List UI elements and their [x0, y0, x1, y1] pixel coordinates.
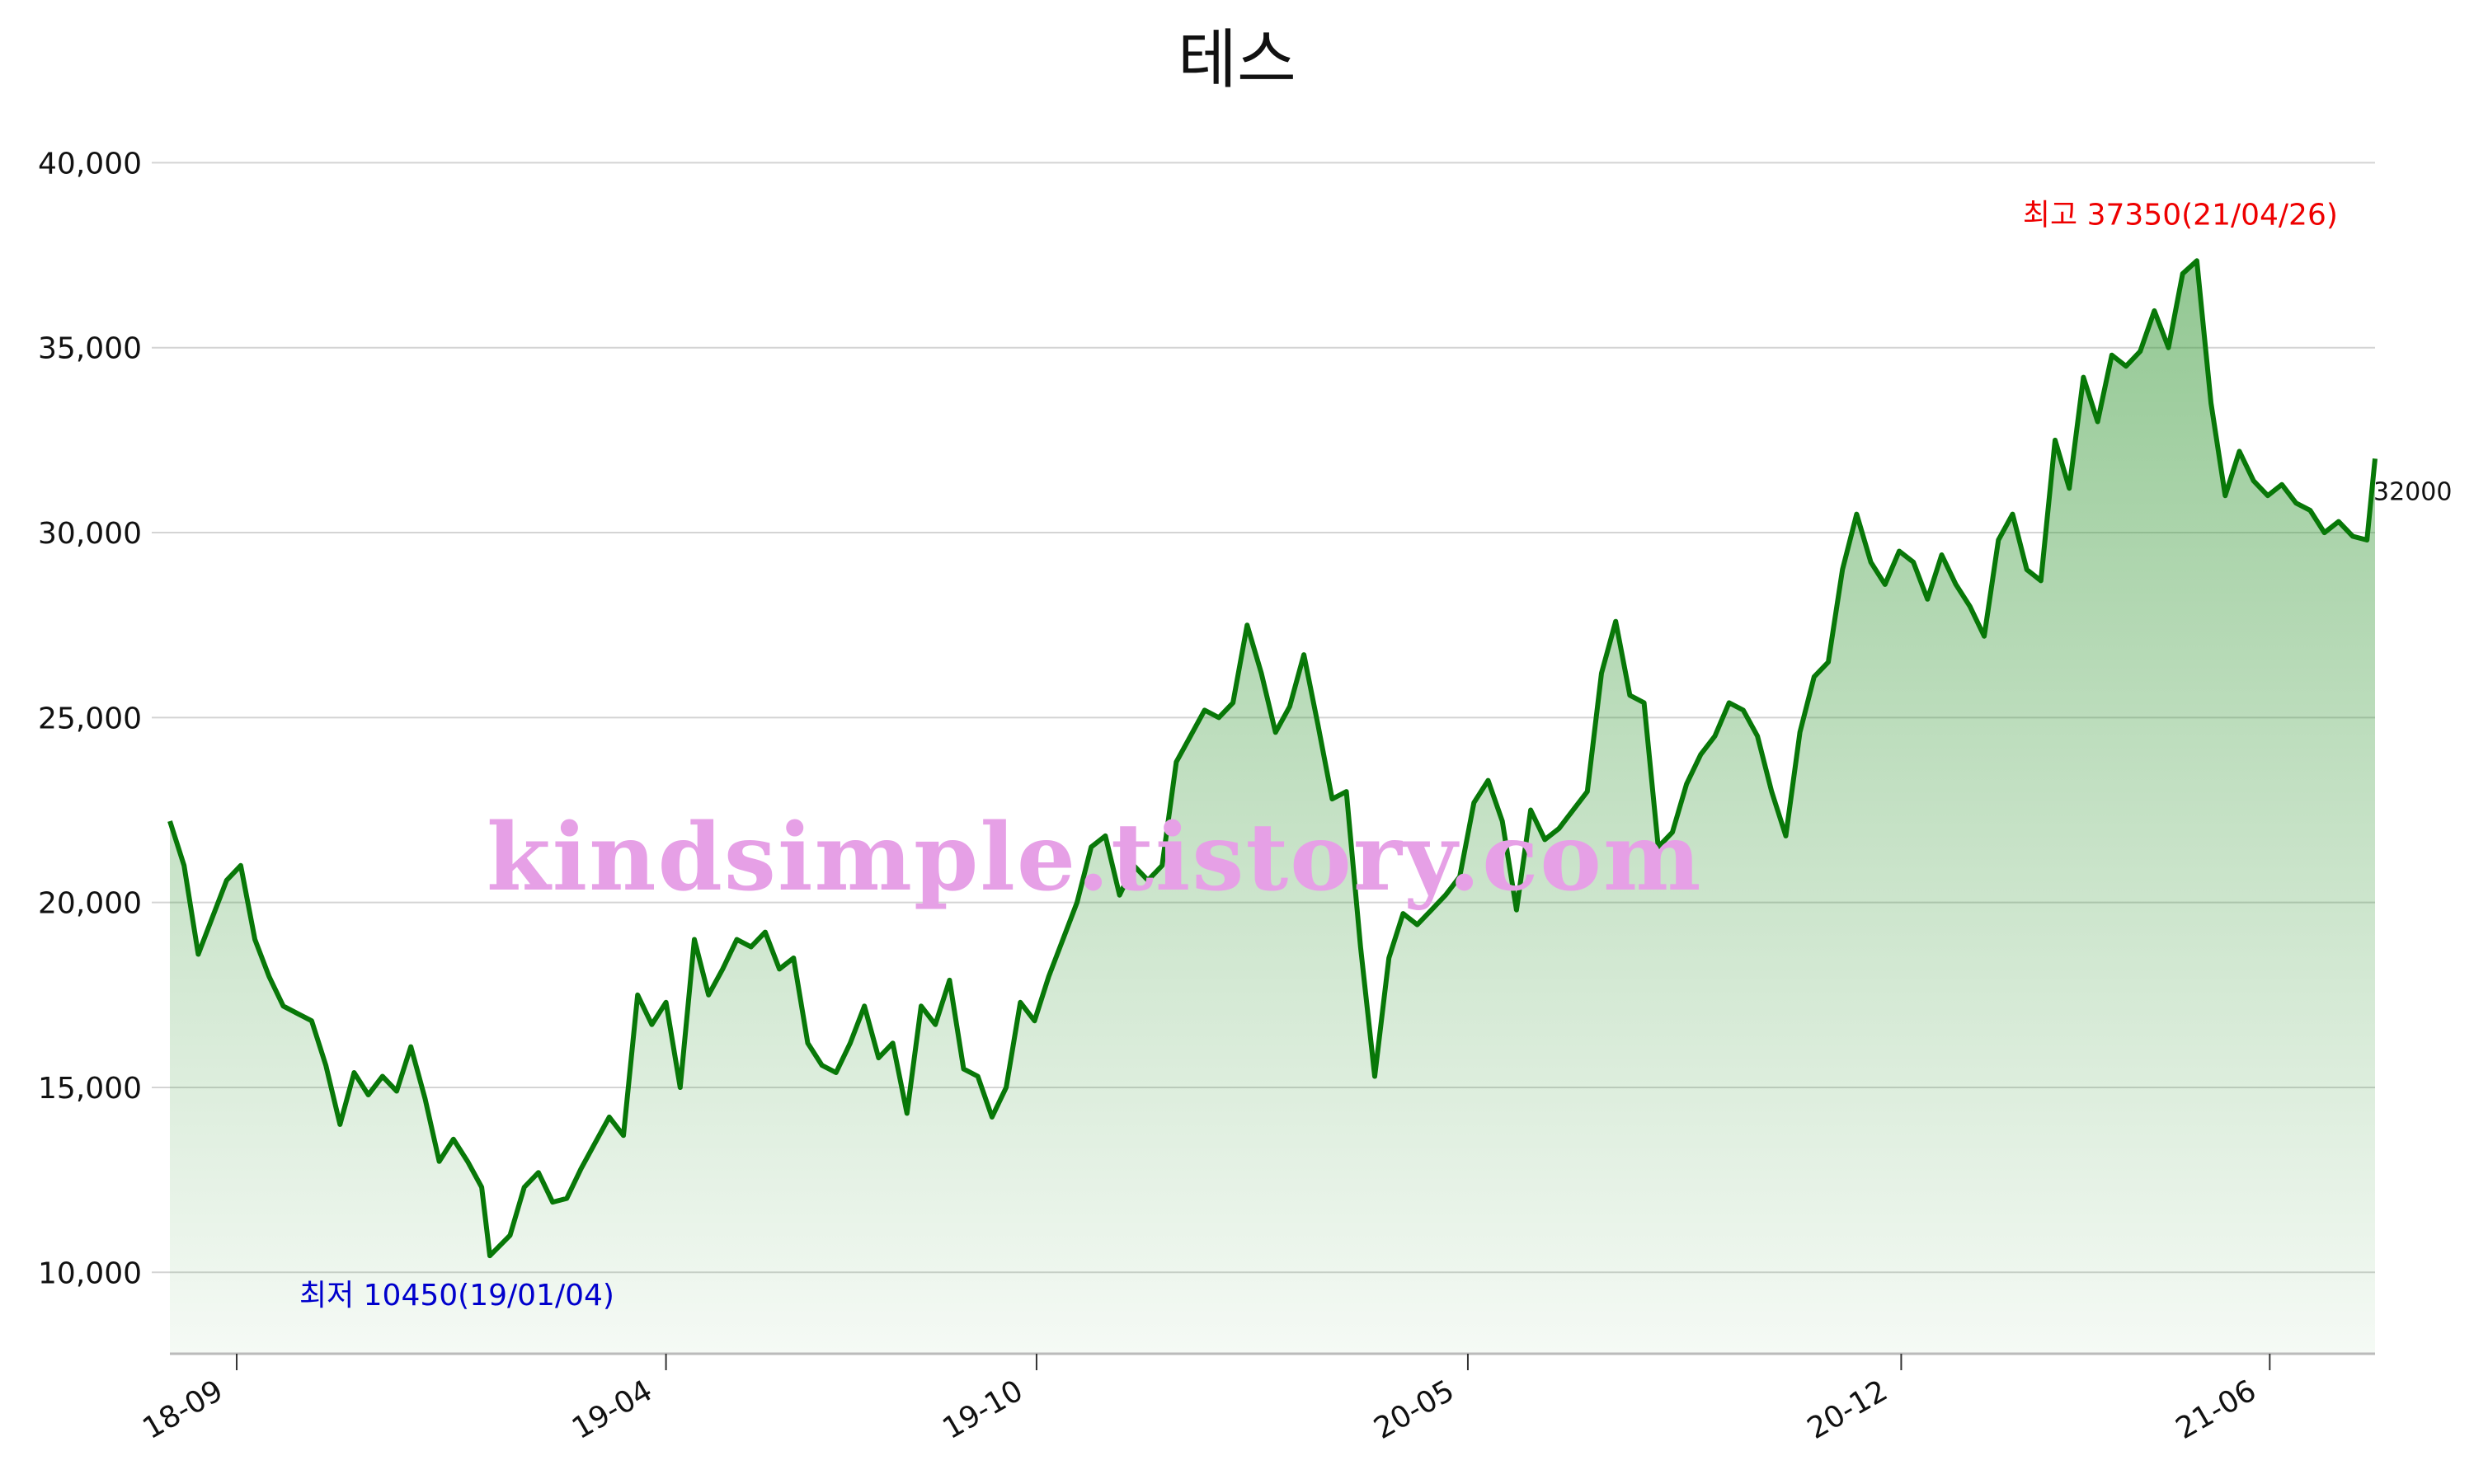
y-tick-label: 40,000 — [38, 147, 142, 181]
y-tick-label: 15,000 — [38, 1072, 142, 1106]
x-tick-label: 19-10 — [937, 1374, 1028, 1446]
x-tick-label: 21-06 — [2171, 1374, 2262, 1446]
x-tick-label: 20-05 — [1368, 1374, 1460, 1446]
last-value-annotation: 32000 — [2373, 477, 2452, 506]
y-tick-label: 20,000 — [38, 887, 142, 921]
x-tick-label: 20-12 — [1802, 1374, 1893, 1446]
y-tick-label: 10,000 — [38, 1256, 142, 1290]
y-tick-label: 30,000 — [38, 517, 142, 551]
price-area — [170, 261, 2375, 1354]
x-tick-label: 19-04 — [567, 1374, 658, 1446]
min-annotation: 최저 10450(19/01/04) — [299, 1279, 614, 1313]
watermark: kindsimple.tistory.com — [487, 804, 1703, 912]
x-tick-label: 18-09 — [137, 1374, 228, 1446]
chart-title: 테스 — [1178, 23, 1296, 97]
price-line — [167, 258, 2378, 1259]
y-tick-label: 25,000 — [38, 702, 142, 735]
y-tick-label: 35,000 — [38, 332, 142, 366]
max-annotation: 최고 37350(21/04/26) — [2023, 198, 2338, 232]
